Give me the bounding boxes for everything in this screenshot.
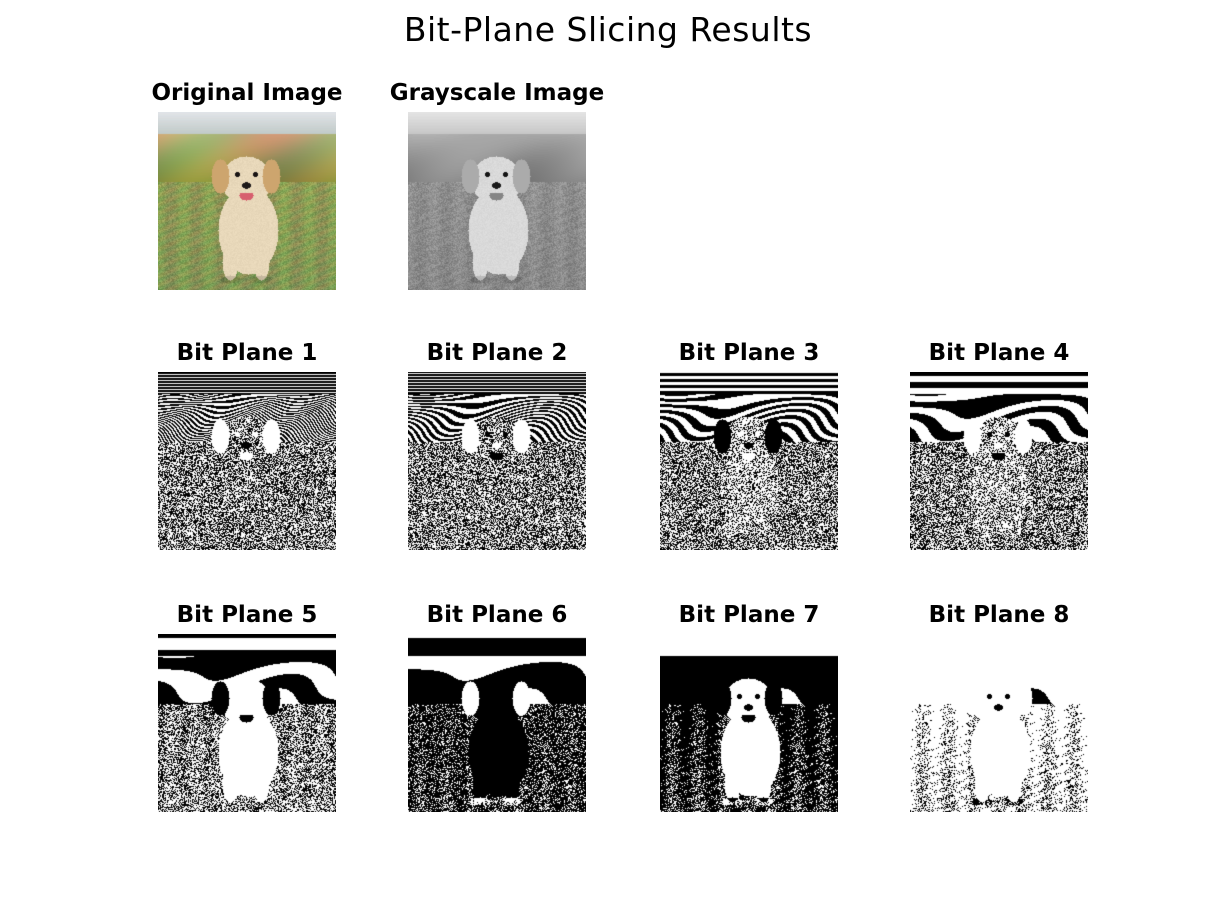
bit-plane-1-image xyxy=(158,372,336,550)
panel-title: Bit Plane 6 xyxy=(426,602,568,628)
panel-title: Bit Plane 7 xyxy=(678,602,820,628)
panel-title: Bit Plane 8 xyxy=(928,602,1070,628)
panel-title: Original Image xyxy=(151,80,343,106)
figure-title: Bit-Plane Slicing Results xyxy=(403,10,813,49)
panel-title: Bit Plane 2 xyxy=(426,340,568,366)
original-image xyxy=(158,112,336,290)
bit-plane-5-image xyxy=(158,634,336,812)
panel-title: Bit Plane 3 xyxy=(678,340,820,366)
panel-title: Grayscale Image xyxy=(389,80,605,106)
bit-plane-7-image xyxy=(660,634,838,812)
grayscale-image xyxy=(408,112,586,290)
bit-plane-6-image xyxy=(408,634,586,812)
panel-title: Bit Plane 1 xyxy=(176,340,318,366)
panel-title: Bit Plane 5 xyxy=(176,602,318,628)
bit-plane-4-image xyxy=(910,372,1088,550)
bit-plane-3-image xyxy=(660,372,838,550)
panel-title: Bit Plane 4 xyxy=(928,340,1070,366)
bit-plane-2-image xyxy=(408,372,586,550)
bit-plane-8-image xyxy=(910,634,1088,812)
